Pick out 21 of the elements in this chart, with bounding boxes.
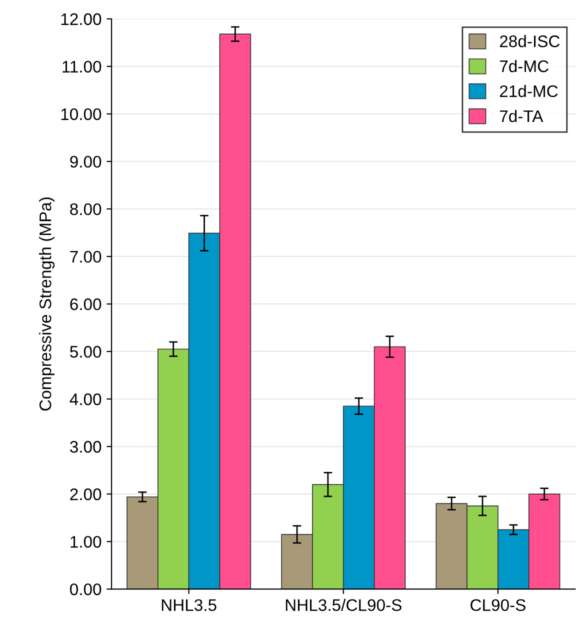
y-tick-label: 2.00: [70, 488, 102, 500]
x-tick-label: NHL3.5: [162, 599, 216, 612]
x-tick-label: CL90-S: [470, 599, 526, 612]
y-tick-label: 4.00: [70, 393, 102, 406]
y-tick-label: 11.00: [62, 60, 102, 73]
y-axis-title: Compressive Strength (MPa): [39, 198, 55, 411]
legend-label: 7d-TA: [500, 110, 544, 122]
y-tick-label: 0.00: [70, 583, 102, 596]
legend-label: 21d-MC: [500, 84, 558, 98]
y-tick-label: 12.00: [61, 13, 102, 26]
y-tick-label: 5.00: [70, 346, 102, 358]
legend-label: 28d-ISC: [500, 34, 560, 48]
y-tick-label: 7.00: [70, 250, 102, 263]
y-tick-label: 1.00: [70, 536, 102, 548]
legend-label: 7d-MC: [500, 60, 548, 72]
y-tick-label: 6.00: [70, 298, 102, 310]
y-tick-label: 8.00: [70, 203, 102, 216]
y-tick-label: 10.00: [61, 108, 102, 120]
x-tick-label: NHL3.5/CL90-S: [286, 598, 402, 612]
y-tick-label: 3.00: [70, 440, 102, 453]
y-tick-label: 9.00: [70, 156, 102, 168]
